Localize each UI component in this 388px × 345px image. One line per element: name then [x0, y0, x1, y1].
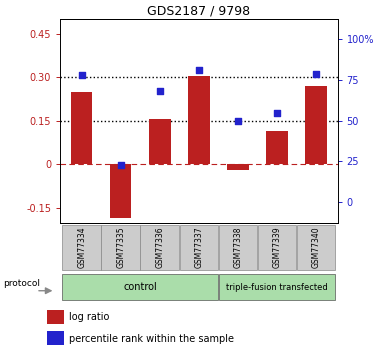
Bar: [266, 131, 288, 164]
Text: log ratio: log ratio: [69, 312, 109, 322]
Bar: [305, 86, 327, 164]
Text: GSM77340: GSM77340: [312, 227, 320, 268]
Text: GSM77337: GSM77337: [194, 227, 203, 268]
Point: [118, 162, 124, 167]
Bar: [218, 274, 335, 300]
Bar: [62, 274, 218, 300]
Bar: [188, 76, 210, 164]
Point: [196, 68, 202, 73]
Bar: [101, 225, 140, 270]
Bar: [180, 225, 218, 270]
Bar: [258, 225, 296, 270]
Bar: [218, 225, 257, 270]
Point: [235, 118, 241, 124]
Point: [157, 89, 163, 94]
Bar: [71, 92, 92, 164]
Point: [78, 72, 85, 78]
Bar: [140, 225, 179, 270]
Text: protocol: protocol: [3, 279, 40, 288]
Text: percentile rank within the sample: percentile rank within the sample: [69, 334, 234, 344]
Bar: [149, 119, 170, 164]
Bar: [47, 310, 64, 324]
Title: GDS2187 / 9798: GDS2187 / 9798: [147, 5, 250, 18]
Text: GSM77336: GSM77336: [155, 227, 164, 268]
Bar: [62, 225, 101, 270]
Bar: [110, 164, 132, 218]
Point: [313, 71, 319, 76]
Point: [274, 110, 280, 115]
Bar: [227, 164, 249, 170]
Text: control: control: [123, 282, 157, 292]
Bar: [47, 331, 64, 345]
Text: GSM77338: GSM77338: [234, 227, 242, 268]
Text: GSM77334: GSM77334: [77, 227, 86, 268]
Text: triple-fusion transfected: triple-fusion transfected: [226, 283, 328, 292]
Bar: [297, 225, 335, 270]
Text: GSM77335: GSM77335: [116, 227, 125, 268]
Text: GSM77339: GSM77339: [272, 227, 282, 268]
